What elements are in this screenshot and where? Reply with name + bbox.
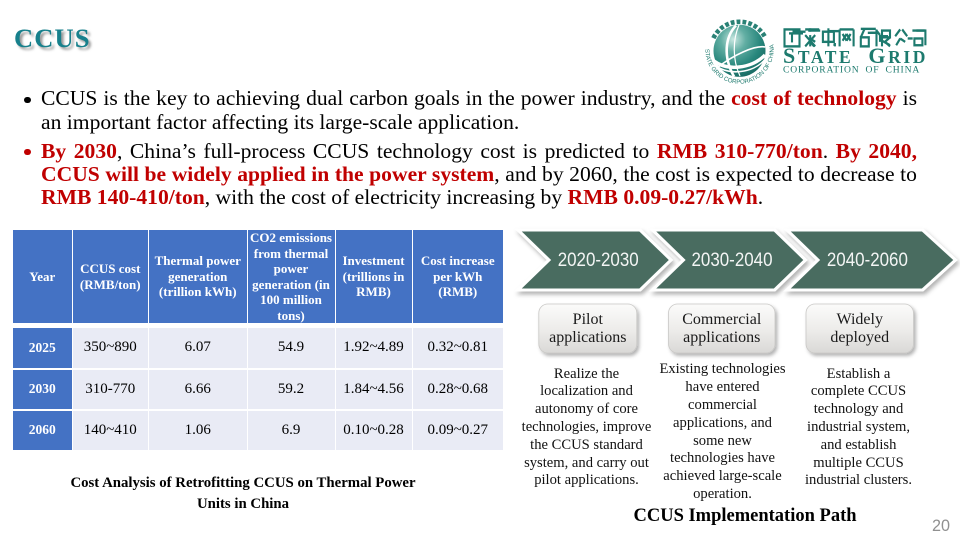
svg-text:STATE GRID: STATE GRID <box>783 43 928 68</box>
svg-text:2030-2040: 2030-2040 <box>692 249 773 271</box>
svg-text:2040-2060: 2040-2060 <box>827 249 908 271</box>
svg-text:CORPORATION OF CHINA: CORPORATION OF CHINA <box>783 65 920 76</box>
svg-text:2020-2030: 2020-2030 <box>558 249 639 271</box>
